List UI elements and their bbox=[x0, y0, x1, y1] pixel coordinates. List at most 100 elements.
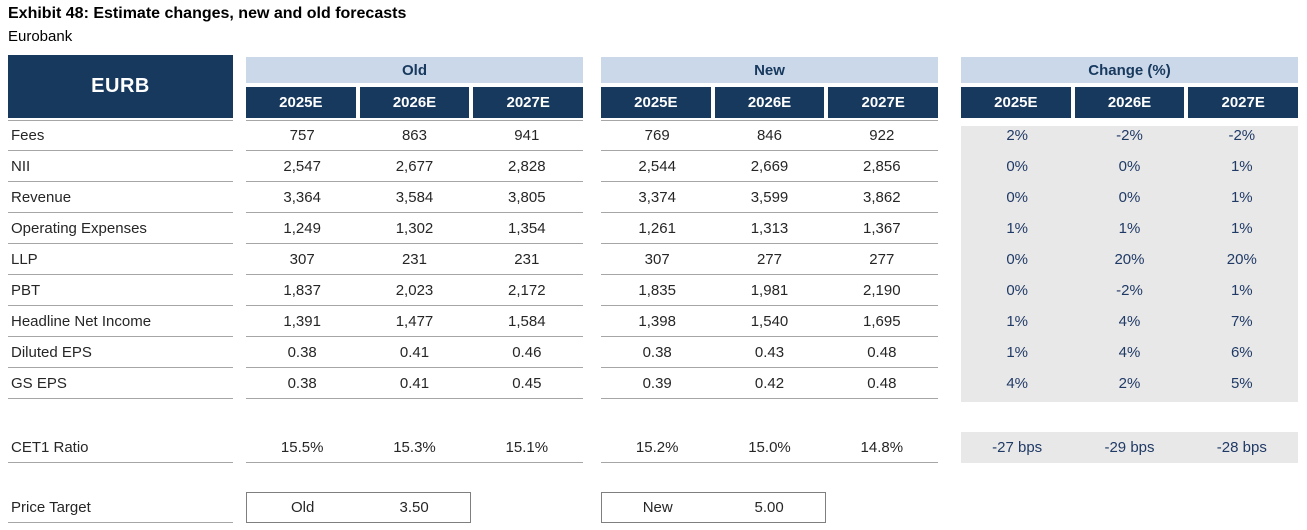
change-value-group: 1% 4% 7% bbox=[961, 306, 1298, 337]
value-cell: 0.46 bbox=[512, 343, 542, 361]
column-gap bbox=[583, 151, 601, 182]
change-cell: -29 bps bbox=[1104, 439, 1155, 456]
column-gap bbox=[583, 368, 601, 399]
column-gap bbox=[938, 368, 961, 399]
year-header: 2027E bbox=[828, 87, 939, 118]
new-value-group: 3,374 3,599 3,862 bbox=[601, 182, 938, 213]
new-value-group: 2,544 2,669 2,856 bbox=[601, 151, 938, 182]
column-gap bbox=[233, 275, 246, 306]
price-target-section: Price Target Old 3.50 New 5.00 bbox=[8, 492, 1298, 523]
change-cell: 20% bbox=[1114, 251, 1145, 268]
change-cell: -2% bbox=[1116, 282, 1143, 299]
row-label: Headline Net Income bbox=[8, 306, 233, 337]
old-value-group: 1,391 1,477 1,584 bbox=[246, 306, 583, 337]
change-cell: 1% bbox=[1006, 220, 1028, 237]
value-cell: 15.0% bbox=[748, 438, 791, 456]
change-value-group: 1% 1% 1% bbox=[961, 213, 1298, 244]
group-header-change: Change (%) 2025E 2026E 2027E bbox=[961, 55, 1299, 118]
value-cell: 2,023 bbox=[395, 281, 434, 299]
change-cell: 0% bbox=[1006, 189, 1028, 206]
value-cell: 231 bbox=[514, 250, 540, 268]
group-title: Change (%) bbox=[961, 57, 1298, 83]
change-cell: 2% bbox=[1006, 127, 1028, 144]
value-cell: 757 bbox=[289, 127, 315, 144]
value-cell: 941 bbox=[514, 127, 540, 144]
table-row: NII 2,547 2,677 2,828 2,544 2,669 2,856 0% 0% 1% bbox=[8, 151, 1298, 182]
column-gap bbox=[233, 182, 246, 213]
column-gap bbox=[583, 432, 601, 463]
value-cell: 3,862 bbox=[863, 188, 901, 206]
old-value-group: 3,364 3,584 3,805 bbox=[246, 182, 583, 213]
year-header-row: 2025E 2026E 2027E bbox=[601, 87, 939, 118]
value-cell: 15.5% bbox=[280, 438, 324, 456]
value-cell: 307 bbox=[644, 250, 670, 268]
change-cell: 2% bbox=[1118, 375, 1141, 392]
row-label: PBT bbox=[8, 275, 233, 306]
value-cell: 1,313 bbox=[750, 219, 789, 237]
new-value-group: 0.39 0.42 0.48 bbox=[601, 368, 938, 399]
value-cell: 0.42 bbox=[754, 374, 785, 392]
value-cell: 863 bbox=[401, 127, 427, 144]
column-gap bbox=[938, 337, 961, 368]
column-gap bbox=[233, 306, 246, 337]
change-cell: 4% bbox=[1118, 344, 1141, 361]
change-cell: -27 bps bbox=[992, 439, 1043, 456]
value-cell: 0.45 bbox=[512, 374, 542, 392]
table-body: Fees 757 863 941 769 846 922 2% -2% -2% NII 2,547 2,… bbox=[8, 120, 1298, 402]
value-cell: 0.48 bbox=[867, 343, 897, 361]
value-cell: 15.1% bbox=[505, 438, 549, 456]
row-label: CET1 Ratio bbox=[8, 432, 233, 463]
value-cell: 1,249 bbox=[283, 219, 321, 237]
price-target-row: Price Target Old 3.50 New 5.00 bbox=[8, 492, 1298, 523]
change-cell: 1% bbox=[1118, 220, 1141, 237]
price-target-new-group: New 5.00 bbox=[601, 492, 938, 523]
change-value-group: 1% 4% 6% bbox=[961, 337, 1298, 368]
new-value-group: 1,261 1,313 1,367 bbox=[601, 213, 938, 244]
change-cell: -2% bbox=[1228, 127, 1256, 144]
value-cell: 1,261 bbox=[638, 219, 676, 237]
column-gap bbox=[233, 55, 246, 118]
price-target-new-value: 5.00 bbox=[754, 499, 784, 516]
value-cell: 1,367 bbox=[863, 219, 901, 237]
table-row: GS EPS 0.38 0.41 0.45 0.39 0.42 0.48 4% 2% 5% bbox=[8, 368, 1298, 399]
year-header: 2027E bbox=[1188, 87, 1299, 118]
old-value-group: 0.38 0.41 0.46 bbox=[246, 337, 583, 368]
old-value-group: 15.5% 15.3% 15.1% bbox=[246, 432, 583, 463]
value-cell: 3,805 bbox=[508, 188, 546, 206]
column-gap bbox=[583, 182, 601, 213]
column-gap bbox=[233, 151, 246, 182]
change-cell: 1% bbox=[1230, 158, 1253, 175]
column-gap bbox=[938, 306, 961, 337]
change-cell: -28 bps bbox=[1216, 439, 1267, 456]
column-gap bbox=[233, 368, 246, 399]
value-cell: 846 bbox=[756, 127, 782, 144]
price-target-old-box: Old 3.50 bbox=[246, 492, 471, 523]
value-cell: 2,544 bbox=[638, 157, 676, 175]
change-cell: 4% bbox=[1118, 313, 1141, 330]
old-value-group: 757 863 941 bbox=[246, 120, 583, 151]
change-cell: 0% bbox=[1118, 158, 1141, 175]
value-cell: 0.48 bbox=[867, 374, 897, 392]
cet1-section: CET1 Ratio 15.5% 15.3% 15.1% 15.2% 15.0% 14.8%… bbox=[8, 432, 1298, 463]
group-header-new: New 2025E 2026E 2027E bbox=[601, 55, 939, 118]
table-row: PBT 1,837 2,023 2,172 1,835 1,981 2,190 0% -2% 1% bbox=[8, 275, 1298, 306]
table-row: Operating Expenses 1,249 1,302 1,354 1,261 1,… bbox=[8, 213, 1298, 244]
row-label: LLP bbox=[8, 244, 233, 275]
change-cell: 1% bbox=[1230, 282, 1253, 299]
change-value-group: 0% 20% 20% bbox=[961, 244, 1298, 275]
value-cell: 0.41 bbox=[399, 343, 430, 361]
value-cell: 1,354 bbox=[508, 219, 546, 237]
group-title: New bbox=[601, 57, 938, 83]
change-cell: 1% bbox=[1006, 344, 1028, 361]
value-cell: 231 bbox=[401, 250, 427, 268]
new-value-group: 15.2% 15.0% 14.8% bbox=[601, 432, 938, 463]
column-gap bbox=[583, 337, 601, 368]
change-cell: 0% bbox=[1006, 158, 1028, 175]
value-cell: 2,828 bbox=[508, 157, 546, 175]
change-column-background bbox=[961, 126, 1298, 402]
change-value-group: 0% 0% 1% bbox=[961, 151, 1298, 182]
exhibit-title: Exhibit 48: Estimate changes, new and ol… bbox=[8, 5, 407, 22]
price-target-old-group: Old 3.50 bbox=[246, 492, 583, 523]
column-gap bbox=[233, 213, 246, 244]
table-row: Revenue 3,364 3,584 3,805 3,374 3,599 3,862 0% 0… bbox=[8, 182, 1298, 213]
